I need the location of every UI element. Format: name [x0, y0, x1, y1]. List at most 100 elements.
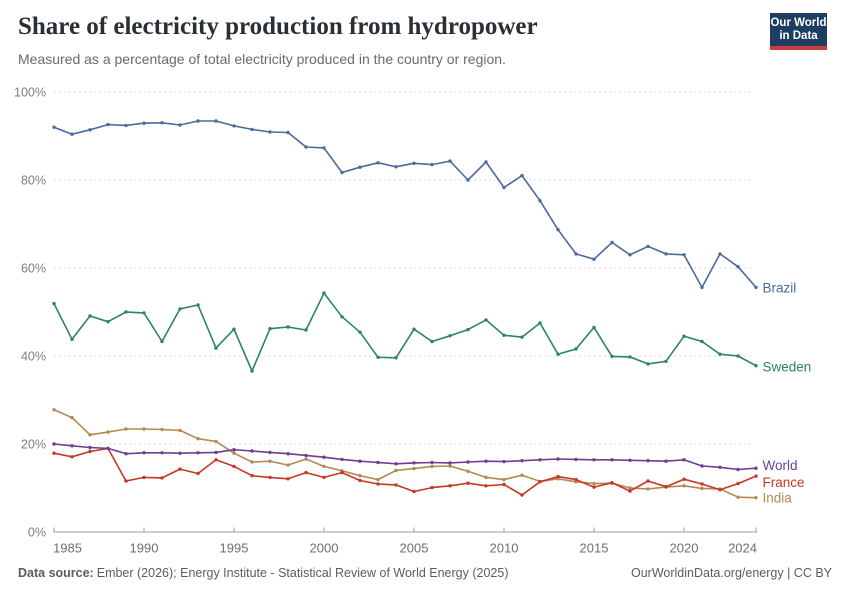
data-point — [736, 495, 740, 499]
data-point — [520, 473, 524, 477]
data-point — [592, 458, 596, 462]
y-axis-tick-label: 100% — [14, 86, 46, 100]
owid-logo-line1: Our World — [770, 17, 827, 29]
data-point — [52, 301, 56, 306]
data-point — [124, 123, 128, 128]
data-point — [232, 451, 236, 455]
data-point — [538, 199, 542, 203]
data-point — [520, 493, 524, 497]
data-point — [394, 483, 398, 487]
data-point — [232, 327, 236, 331]
data-point — [106, 430, 110, 434]
series-france — [52, 446, 758, 497]
data-point — [88, 128, 92, 132]
data-point — [358, 459, 362, 463]
data-point — [574, 477, 578, 482]
data-point — [52, 408, 56, 412]
data-point — [70, 415, 74, 420]
data-point — [322, 455, 326, 459]
data-point — [142, 121, 146, 125]
data-point — [484, 459, 488, 463]
data-point — [178, 451, 182, 455]
data-point — [448, 334, 452, 338]
data-point — [682, 458, 686, 462]
data-point — [268, 130, 272, 134]
data-point — [250, 127, 254, 132]
series-label-world: World — [763, 458, 798, 473]
data-point — [538, 480, 542, 484]
data-point — [556, 228, 560, 232]
data-point — [520, 459, 524, 463]
series-label-brazil: Brazil — [763, 280, 797, 295]
data-point — [376, 161, 380, 165]
data-point — [700, 339, 704, 344]
data-point — [88, 449, 92, 454]
data-point — [736, 467, 740, 472]
data-point — [178, 467, 182, 471]
data-point — [340, 315, 344, 319]
data-point — [502, 482, 506, 487]
data-point — [754, 496, 758, 500]
data-point — [70, 455, 74, 459]
page-title: Share of electricity production from hyd… — [18, 13, 538, 40]
data-point — [628, 355, 632, 359]
license-note: OurWorldinData.org/energy | CC BY — [630, 566, 832, 580]
data-point — [376, 482, 380, 486]
data-point — [466, 327, 470, 332]
data-point — [286, 463, 290, 467]
data-point — [430, 485, 434, 490]
data-point — [430, 464, 434, 469]
data-point — [556, 352, 560, 356]
data-point — [376, 477, 380, 482]
data-point — [718, 352, 722, 356]
data-point — [286, 325, 290, 329]
data-point — [754, 474, 758, 478]
series-sweden — [52, 291, 758, 373]
data-point — [160, 476, 164, 480]
x-axis-tick-label: 2015 — [580, 541, 609, 556]
series-label-india: India — [763, 491, 793, 506]
data-point — [340, 457, 344, 462]
data-point — [574, 457, 578, 462]
data-point — [700, 285, 704, 290]
data-point — [268, 459, 272, 463]
x-axis-tick-label: 2024 — [728, 541, 757, 556]
data-point — [196, 437, 200, 441]
data-point — [502, 477, 506, 482]
data-point — [70, 444, 74, 448]
data-point — [70, 132, 74, 136]
data-point — [178, 428, 182, 433]
data-point — [610, 354, 614, 359]
x-axis-tick-label: 1995 — [220, 541, 249, 556]
data-point — [718, 252, 722, 256]
data-source-label: Data source: — [18, 566, 94, 580]
data-point — [142, 451, 146, 455]
data-point — [106, 320, 110, 324]
data-point — [394, 468, 398, 473]
data-point — [286, 452, 290, 456]
data-point — [358, 165, 362, 169]
data-point — [466, 178, 470, 182]
data-point — [160, 339, 164, 344]
data-point — [448, 464, 452, 468]
data-point — [340, 470, 344, 475]
data-point — [592, 481, 596, 486]
data-point — [160, 121, 164, 125]
data-point — [538, 321, 542, 325]
series-world — [52, 442, 758, 472]
data-point — [250, 460, 254, 464]
data-point — [304, 328, 308, 332]
data-point — [214, 450, 218, 455]
data-point — [610, 481, 614, 485]
data-point — [88, 445, 92, 450]
data-point — [196, 471, 200, 476]
data-point — [718, 488, 722, 492]
data-point — [52, 451, 56, 455]
y-axis-tick-label: 20% — [21, 438, 46, 452]
series-brazil — [52, 119, 758, 290]
data-point — [286, 130, 290, 135]
data-point — [664, 252, 668, 256]
data-point — [178, 123, 182, 127]
data-point — [682, 484, 686, 488]
